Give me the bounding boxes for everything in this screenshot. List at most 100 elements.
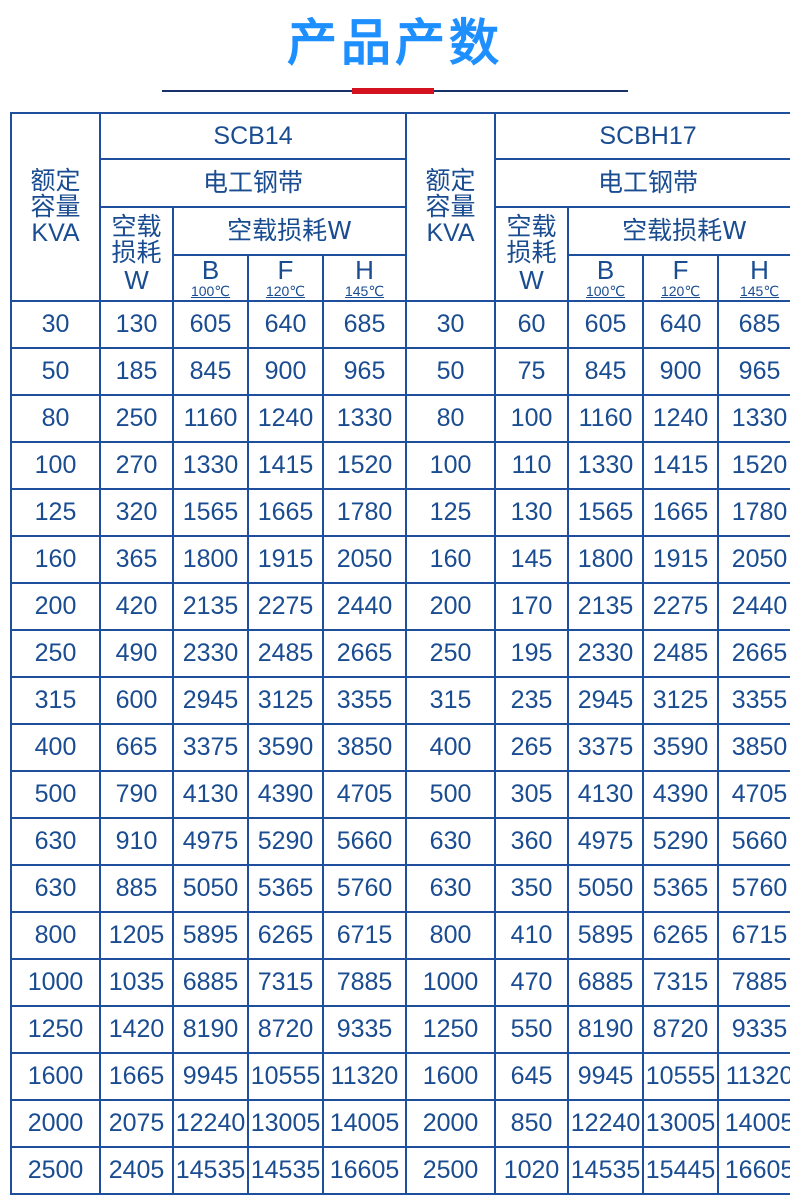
cell-right-kva: 80 [405,394,497,443]
cell-left-kva: 1600 [10,1052,101,1101]
cell-right-b: 6885 [567,958,645,1007]
cell-right-b: 1800 [567,535,645,584]
header-load-loss-left: 空载损耗W [171,206,408,256]
cell-right-h: 14005 [717,1099,790,1148]
cell-left-h: 7885 [321,958,408,1007]
table-header-row-class: B 100℃ F 120℃ H 145℃ B 100℃ F 120℃ H 145℃ [11,254,790,302]
cell-left-b: 2135 [172,582,249,631]
cell-right-b: 605 [567,300,645,349]
header-kva-line2: 容量 [425,191,476,221]
cell-right-noload: 75 [494,347,570,396]
cell-left-noload: 185 [99,347,174,396]
table-row: 125 320 1565 1665 1780 125 130 1565 1665 1780 [10,488,790,537]
cell-left-noload: 2075 [99,1099,174,1148]
header-class-h-right: H 145℃ [717,254,790,302]
header-no-load-loss-left: 空载 损耗 W [99,206,174,302]
cell-right-f: 6265 [642,911,720,960]
cell-right-h: 6715 [717,911,790,960]
cell-left-b: 4130 [172,770,249,819]
cell-right-kva: 2500 [405,1146,497,1195]
cell-right-noload: 170 [494,582,570,631]
cell-left-b: 8190 [172,1005,249,1054]
cell-left-h: 2050 [321,535,408,584]
cell-right-noload: 1020 [494,1146,570,1195]
title-underline [162,86,628,96]
cell-right-kva: 50 [405,347,497,396]
class-letter: H [355,254,374,285]
cell-left-kva: 500 [10,770,101,819]
cell-right-noload: 360 [494,817,570,866]
cell-left-kva: 315 [10,676,101,725]
cell-left-h: 1780 [321,488,408,537]
cell-right-kva: 1000 [405,958,497,1007]
cell-left-kva: 1250 [10,1005,101,1054]
header-rated-capacity-left: 额定 容量 KVA [10,112,101,302]
class-temperature: 120℃ [660,282,701,299]
cell-left-f: 640 [247,300,324,349]
cell-right-f: 3125 [642,676,720,725]
cell-right-b: 2135 [567,582,645,631]
header-material-right: 电工钢带 [494,158,790,208]
cell-left-b: 2330 [172,629,249,678]
cell-right-b: 8190 [567,1005,645,1054]
cell-right-f: 1665 [642,488,720,537]
cell-right-noload: 470 [494,958,570,1007]
cell-left-b: 5895 [172,911,249,960]
cell-left-h: 3355 [321,676,408,725]
cell-left-f: 1240 [247,394,324,443]
table-row: 250 490 2330 2485 2665 250 195 2330 2485 2665 [10,629,790,678]
table-row: 400 665 3375 3590 3850 400 265 3375 3590 3850 [10,723,790,772]
class-letter: F [672,254,689,285]
cell-left-kva: 30 [10,300,101,349]
table-row: 30 130 605 640 685 30 60 605 640 685 [10,300,790,349]
cell-left-f: 7315 [247,958,324,1007]
header-class-b-left: B 100℃ [172,254,249,302]
header-kva-line1: 额定 [425,165,476,195]
cell-left-h: 5760 [321,864,408,913]
table-row: 1250 1420 8190 8720 9335 1250 550 8190 8720 9335 [10,1005,790,1054]
cell-left-h: 4705 [321,770,408,819]
class-letter: B [596,254,615,285]
cell-right-noload: 410 [494,911,570,960]
title-block: 产品产数 [0,0,790,96]
header-noload-unit: W [124,264,149,295]
cell-right-noload: 645 [494,1052,570,1101]
table-row: 1600 1665 9945 10555 11320 1600 645 9945 10555 11… [10,1052,790,1101]
cell-right-f: 5290 [642,817,720,866]
header-noload-line2: 损耗 [111,238,162,268]
cell-right-kva: 315 [405,676,497,725]
table-row: 2500 2405 14535 14535 16605 2500 1020 14535 1544… [10,1146,790,1195]
cell-right-f: 5365 [642,864,720,913]
cell-left-noload: 250 [99,394,174,443]
cell-right-h: 2665 [717,629,790,678]
cell-right-h: 9335 [717,1005,790,1054]
cell-left-f: 5290 [247,817,324,866]
cell-right-h: 5760 [717,864,790,913]
cell-right-b: 9945 [567,1052,645,1101]
cell-left-f: 2485 [247,629,324,678]
cell-left-f: 8720 [247,1005,324,1054]
cell-left-noload: 320 [99,488,174,537]
cell-left-f: 1665 [247,488,324,537]
table-row: 200 420 2135 2275 2440 200 170 2135 2275 2440 [10,582,790,631]
cell-left-kva: 160 [10,535,101,584]
cell-right-h: 2440 [717,582,790,631]
cell-right-f: 1240 [642,394,720,443]
cell-right-b: 2945 [567,676,645,725]
table-row: 800 1205 5895 6265 6715 800 410 5895 6265 6715 [10,911,790,960]
cell-right-f: 640 [642,300,720,349]
cell-right-noload: 850 [494,1099,570,1148]
cell-left-b: 1800 [172,535,249,584]
cell-right-kva: 630 [405,817,497,866]
cell-right-b: 14535 [567,1146,645,1195]
cell-left-noload: 365 [99,535,174,584]
cell-left-noload: 130 [99,300,174,349]
cell-left-kva: 800 [10,911,101,960]
cell-left-h: 685 [321,300,408,349]
cell-left-h: 965 [321,347,408,396]
table-header-row-model: 额定 容量 KVA SCB14 额定 容量 KVA SCBH17 [10,112,790,302]
table-row: 630 910 4975 5290 5660 630 360 4975 5290 5660 [10,817,790,866]
cell-left-b: 845 [172,347,249,396]
cell-left-kva: 630 [10,817,101,866]
cell-left-f: 3590 [247,723,324,772]
